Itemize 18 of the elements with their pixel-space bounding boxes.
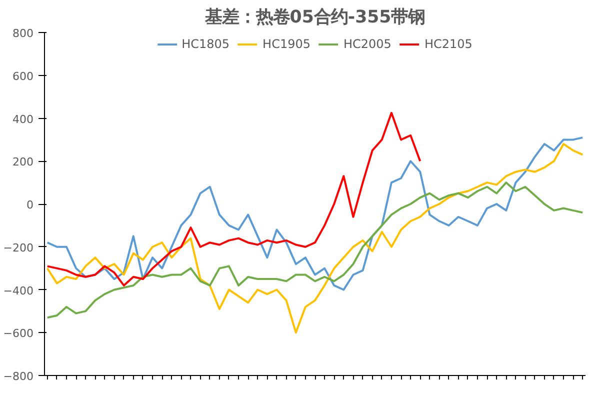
y-tick-label: −800 bbox=[3, 370, 34, 383]
y-tick-label: −400 bbox=[3, 284, 34, 298]
y-tick-label: −600 bbox=[3, 327, 34, 340]
y-tick-label: 600 bbox=[12, 70, 34, 83]
y-tick-label: 0 bbox=[26, 198, 34, 212]
legend-label: HC2005 bbox=[344, 37, 392, 51]
legend-label: HC2105 bbox=[424, 37, 472, 51]
chart-title: 基差：热卷05合约-355带钢 bbox=[204, 8, 426, 28]
y-tick-label: 800 bbox=[12, 27, 34, 40]
y-tick-label: 200 bbox=[12, 156, 34, 169]
line-series bbox=[46, 182, 584, 319]
legend-label: HC1905 bbox=[262, 37, 310, 51]
line-series bbox=[46, 142, 584, 334]
y-tick-label: −200 bbox=[3, 241, 34, 254]
y-tick-label: 400 bbox=[12, 112, 34, 126]
line-series bbox=[46, 136, 584, 291]
legend-label: HC1805 bbox=[182, 37, 230, 51]
line-series bbox=[46, 112, 422, 286]
